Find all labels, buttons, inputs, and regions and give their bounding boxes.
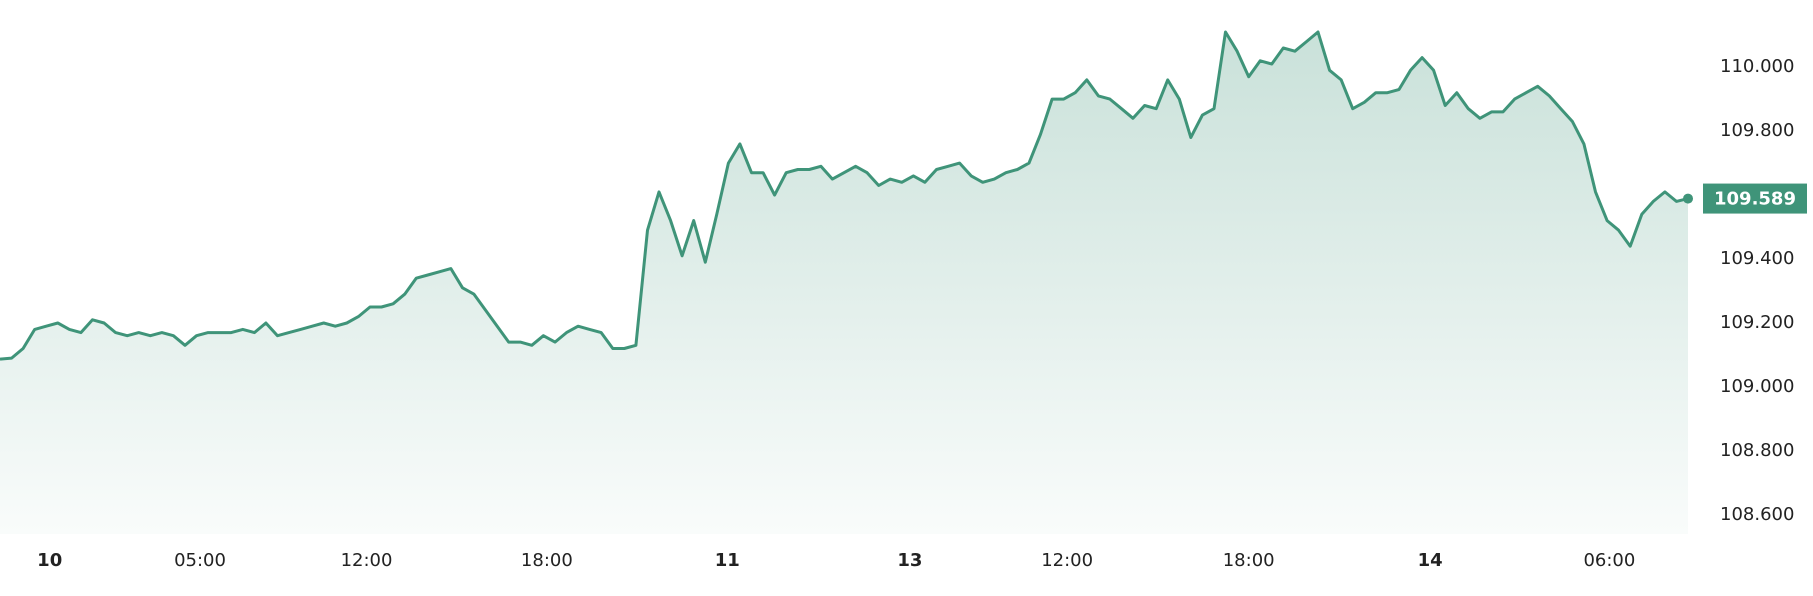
x-tick-label: 05:00 [174, 550, 226, 571]
y-tick-label: 108.600 [1720, 504, 1794, 525]
x-tick-label: 14 [1418, 550, 1443, 571]
price-badge [1703, 183, 1807, 214]
y-tick-label: 109.000 [1720, 376, 1794, 397]
x-tick-label: 12:00 [1041, 550, 1093, 571]
y-tick-label: 109.800 [1720, 120, 1794, 141]
y-tick-label: 108.800 [1720, 440, 1794, 461]
x-tick-label: 12:00 [341, 550, 393, 571]
x-tick-label: 06:00 [1583, 550, 1635, 571]
area-fill [0, 32, 1688, 534]
last-point [1683, 193, 1693, 204]
y-tick-label: 109.200 [1720, 312, 1794, 333]
y-tick-label: 110.000 [1720, 56, 1794, 77]
x-tick-label: 11 [715, 550, 740, 571]
price-badge-label: 109.589 [1714, 189, 1796, 210]
x-tick-label: 10 [37, 550, 62, 571]
price-line [0, 30, 1689, 361]
x-tick-label: 18:00 [1223, 550, 1275, 571]
x-tick-label: 18:00 [521, 550, 573, 571]
x-tick-label: 13 [897, 550, 922, 571]
y-tick-label: 109.400 [1720, 248, 1794, 269]
